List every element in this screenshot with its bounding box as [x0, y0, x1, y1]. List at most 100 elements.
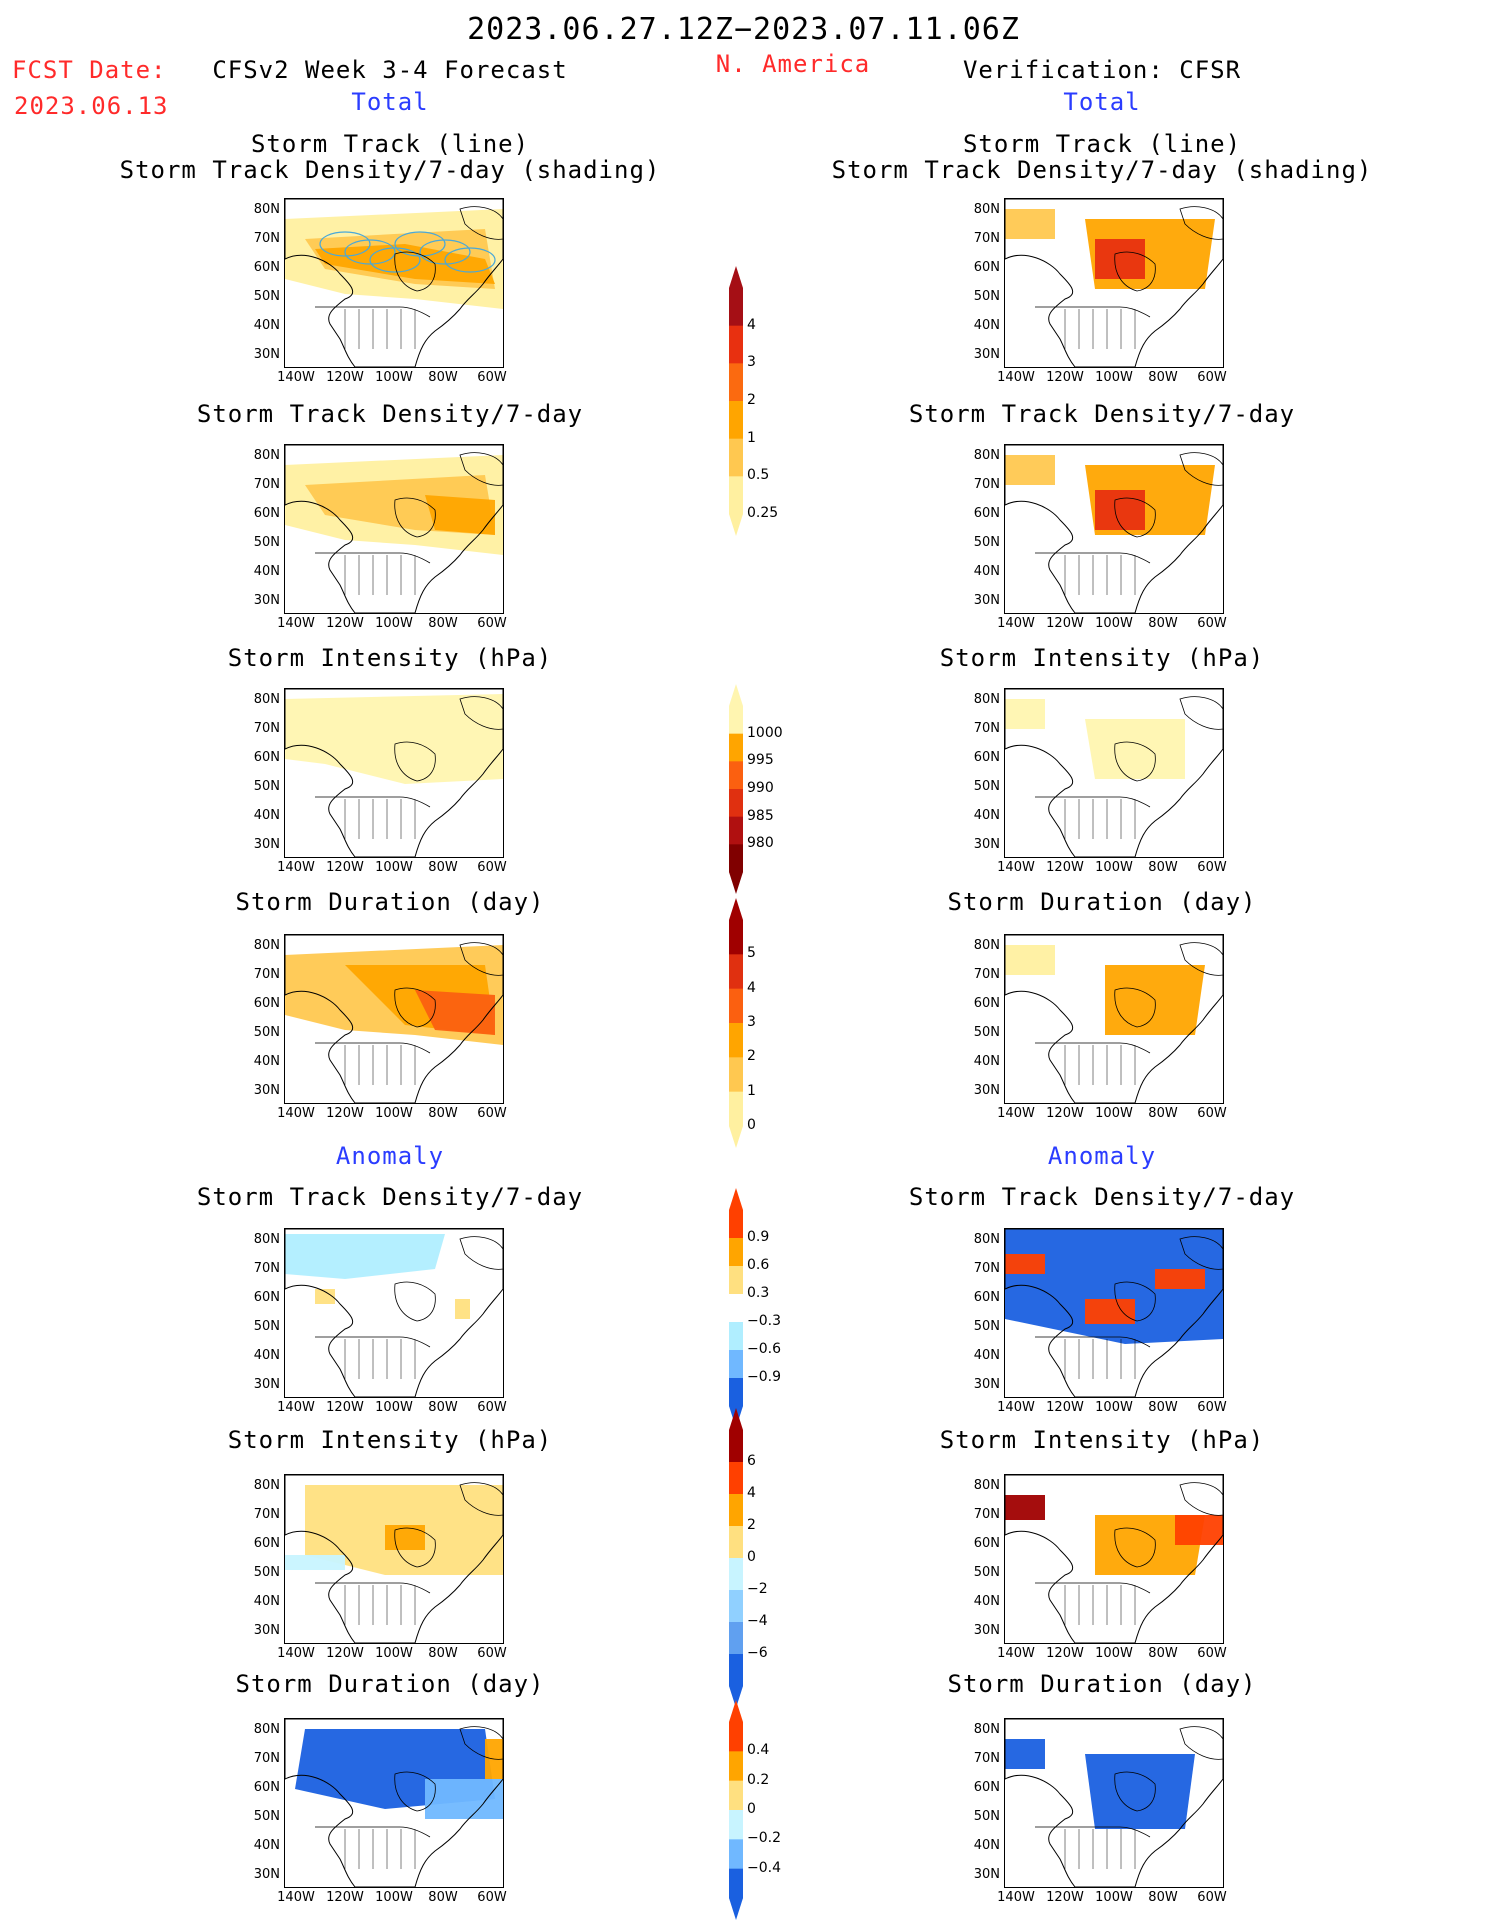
lat-label: 80N	[253, 692, 280, 707]
colorbar-label: −0.9	[747, 1369, 781, 1385]
colorbar-segment	[729, 325, 743, 364]
colorbar-label: 0	[747, 1549, 756, 1565]
colorbar-track-density-total	[729, 266, 743, 536]
colorbar-segment	[729, 706, 743, 735]
lon-label: 80W	[1148, 1890, 1178, 1905]
lat-label: 80N	[973, 202, 1000, 217]
model-title: CFSv2 Week 3-4 Forecast	[212, 56, 568, 84]
colorbar-segment	[729, 844, 743, 873]
colorbar-arrow-top	[729, 898, 743, 920]
panel-title-intensity-right: Storm Intensity (hPa)	[939, 644, 1265, 672]
map-boundary	[315, 552, 431, 564]
lat-label: 30N	[973, 593, 1000, 608]
lon-label: 80W	[1148, 1400, 1178, 1415]
map-boundary	[315, 306, 431, 318]
map-boundary	[1114, 1527, 1156, 1568]
map-boundary	[1114, 987, 1156, 1028]
lat-label: 80N	[973, 448, 1000, 463]
colorbar-arrow-bottom	[729, 1898, 743, 1920]
region-title: N. America	[715, 50, 871, 78]
coastline	[1005, 689, 1223, 857]
lat-label: 70N	[973, 1261, 1000, 1276]
verification-title: Verification: CFSR	[962, 56, 1242, 84]
colorbar-segment	[729, 1868, 743, 1899]
colorbar-segment	[729, 1622, 743, 1655]
panel-title-track-shading-right: Storm Track Density/7-day (shading)	[831, 156, 1373, 184]
panel-title-density-left: Storm Track Density/7-day	[196, 400, 584, 428]
lat-label: 60N	[253, 1780, 280, 1795]
lat-label: 30N	[253, 1377, 280, 1392]
lon-label: 100W	[1095, 860, 1133, 875]
north-america-map-left-5	[285, 1229, 503, 1397]
lat-label: 70N	[253, 1261, 280, 1276]
lon-label: 100W	[375, 1400, 413, 1415]
lat-label: 30N	[253, 1623, 280, 1638]
colorbar-segment	[729, 1091, 743, 1127]
coastline	[1005, 1229, 1223, 1397]
lat-label: 50N	[253, 1025, 280, 1040]
colorbar-segment	[729, 438, 743, 477]
lon-label: 140W	[997, 370, 1035, 385]
lat-label: 50N	[973, 779, 1000, 794]
north-america-map-right-1	[1005, 199, 1223, 367]
map-boundary	[459, 1236, 503, 1270]
north-america-map-right-3	[1005, 689, 1223, 857]
lat-label: 50N	[253, 1809, 280, 1824]
map-boundary	[394, 1281, 436, 1322]
lat-label: 80N	[973, 1232, 1000, 1247]
colorbar-segment	[729, 988, 743, 1024]
lat-label: 70N	[253, 1751, 280, 1766]
map-panel-left-7	[284, 1718, 504, 1888]
coastline	[285, 199, 503, 367]
map-boundary	[1035, 796, 1151, 808]
colorbar-segment	[729, 733, 743, 762]
lon-label: 140W	[277, 616, 315, 631]
colorbar-duration-total	[729, 898, 743, 1148]
colorbar-segment	[729, 1558, 743, 1591]
lat-label: 60N	[973, 506, 1000, 521]
map-panel-right-4	[1004, 934, 1224, 1104]
lat-label: 30N	[973, 1867, 1000, 1882]
date-range-title: 2023.06.27.12Z−2023.07.11.06Z	[467, 12, 1020, 47]
map-boundary	[1114, 1281, 1156, 1322]
lat-label: 70N	[253, 477, 280, 492]
colorbar-label: −6	[747, 1645, 768, 1661]
map-panel-left-4	[284, 934, 504, 1104]
map-boundary	[1035, 552, 1151, 564]
north-america-map-left-2	[285, 445, 503, 613]
coastline	[1005, 1475, 1223, 1643]
map-boundary	[459, 1726, 503, 1760]
panel-title-duration-right: Storm Duration (day)	[947, 888, 1257, 916]
colorbar-segment	[729, 1654, 743, 1687]
lon-label: 60W	[1197, 370, 1227, 385]
lon-label: 80W	[1148, 616, 1178, 631]
colorbar-label: 1	[747, 429, 756, 446]
lon-label: 80W	[1148, 370, 1178, 385]
map-boundary	[394, 741, 436, 782]
section-total-right: Total	[1063, 88, 1141, 116]
panel-title-anom-intensity-right: Storm Intensity (hPa)	[939, 1426, 1265, 1454]
colorbar-segment	[729, 1294, 743, 1323]
colorbar-label: −0.3	[747, 1313, 781, 1329]
lon-label: 120W	[1046, 1106, 1084, 1121]
fcst-date-value: 2023.06.13	[14, 92, 169, 120]
lon-label: 100W	[375, 1890, 413, 1905]
lat-label: 40N	[973, 1838, 1000, 1853]
lat-label: 80N	[253, 1232, 280, 1247]
lat-label: 50N	[973, 535, 1000, 550]
colorbar-segment	[729, 1462, 743, 1495]
colorbar-label: 995	[747, 752, 774, 769]
map-panel-left-1	[284, 198, 504, 368]
lat-label: 70N	[973, 1751, 1000, 1766]
colorbar-label: 4	[747, 1485, 756, 1501]
colorbar-label: 3	[747, 1014, 756, 1030]
lon-label: 60W	[477, 1400, 507, 1415]
lon-label: 60W	[1197, 1890, 1227, 1905]
colorbar-label: −4	[747, 1613, 768, 1629]
panel-title-track-line-right: Storm Track (line)	[962, 130, 1242, 158]
north-america-map-right-7	[1005, 1719, 1223, 1887]
coastline	[285, 1229, 503, 1397]
map-boundary	[1179, 452, 1223, 486]
colorbar-label: 0.2	[747, 1771, 770, 1788]
map-boundary	[459, 1482, 503, 1516]
